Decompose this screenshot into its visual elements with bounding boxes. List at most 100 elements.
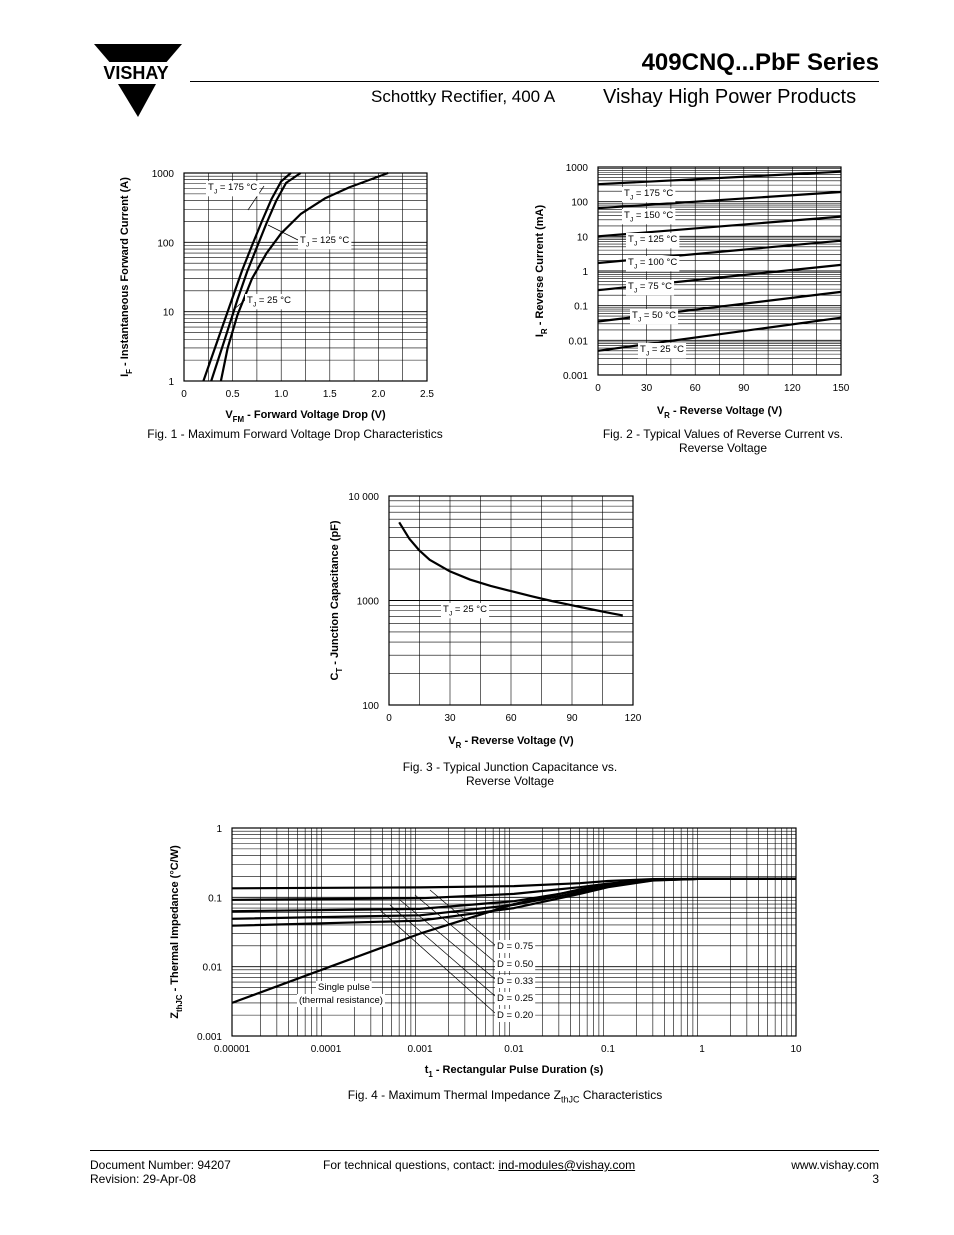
annotation-bg bbox=[626, 233, 680, 249]
x-axis-label: VR - Reverse Voltage (V) bbox=[657, 405, 783, 420]
annotation-label: TJ = 25 °C bbox=[247, 295, 291, 308]
y-tick-label: 0.1 bbox=[208, 893, 222, 904]
figure-2-caption: Fig. 2 - Typical Values of Reverse Curre… bbox=[602, 427, 844, 455]
page-number: 3 bbox=[872, 1172, 879, 1186]
series-line-6 bbox=[231, 877, 796, 1004]
y-tick-label: 0.1 bbox=[574, 302, 588, 313]
annotation-bg bbox=[495, 958, 536, 971]
y-tick-label: 1000 bbox=[357, 597, 380, 608]
footer-site: www.vishay.com 3 bbox=[700, 1158, 879, 1186]
annotation-leader bbox=[414, 894, 496, 963]
x-tick-label: 60 bbox=[505, 713, 517, 724]
annotation-label: TJ = 100 °C bbox=[628, 257, 677, 270]
annotation-bg bbox=[626, 280, 675, 296]
annotation-label: TJ = 175 °C bbox=[624, 188, 673, 201]
chart-1: 0 0.5 1.0 1.5 2.0 2.5 1 10 100 1000 VFM - Forward … bbox=[119, 169, 434, 424]
annotation-label: D = 0.50 bbox=[497, 959, 533, 970]
y-tick-label: 10 bbox=[163, 308, 175, 319]
y-axis-label: IR - Reverse Current (mA) bbox=[534, 205, 549, 338]
annotation-label: D = 0.20 bbox=[497, 1010, 533, 1021]
x-tick-label: 120 bbox=[784, 383, 801, 394]
x-tick-label: 0.0001 bbox=[311, 1044, 342, 1055]
figure-4-caption-subscript: thJC bbox=[560, 1094, 580, 1105]
y-tick-label: 100 bbox=[157, 238, 174, 249]
footer-rule bbox=[90, 1150, 879, 1151]
website: www.vishay.com bbox=[791, 1158, 879, 1172]
annotation-bg bbox=[298, 234, 352, 250]
y-tick-label: 1 bbox=[168, 377, 174, 388]
annotation-bg bbox=[630, 309, 679, 325]
y-tick-label: 1000 bbox=[152, 169, 175, 180]
x-tick-label: 10 bbox=[790, 1044, 802, 1055]
x-tick-label: 2.5 bbox=[420, 389, 434, 400]
annotation-label: TJ = 75 °C bbox=[628, 281, 672, 294]
x-tick-label: 1.5 bbox=[323, 389, 337, 400]
revision: Revision: 29-Apr-08 bbox=[90, 1172, 197, 1186]
annotation-label: TJ = 150 °C bbox=[624, 210, 673, 223]
annotation-bg bbox=[441, 603, 490, 619]
y-tick-label: 0.001 bbox=[563, 371, 588, 382]
x-axis-label: VFM - Forward Voltage Drop (V) bbox=[225, 409, 386, 424]
annotation-bg bbox=[622, 209, 676, 225]
annotation-leader bbox=[247, 185, 265, 211]
x-tick-label: 0 bbox=[386, 713, 392, 724]
annotation-label: TJ = 25 °C bbox=[443, 604, 487, 617]
x-tick-label: 0 bbox=[181, 389, 187, 400]
figure-4-caption-suffix: Characteristics bbox=[579, 1088, 663, 1102]
series-line-1 bbox=[398, 521, 623, 617]
annotation-label: Single pulse bbox=[318, 982, 370, 993]
x-axis-label: t1 - Rectangular Pulse Duration (s) bbox=[425, 1064, 604, 1079]
x-tick-label: 0.001 bbox=[407, 1044, 432, 1055]
series-line-2 bbox=[597, 190, 842, 210]
chart-4: 0.00001 0.0001 0.001 0.01 0.1 1 10 0.001 0.01 0.1… bbox=[169, 824, 802, 1079]
annotation-label: TJ = 50 °C bbox=[632, 310, 676, 323]
y-axis-label: IF - Instantaneous Forward Current (A) bbox=[119, 177, 134, 377]
annotation-bg bbox=[495, 975, 536, 988]
contact-prefix: For technical questions, contact: bbox=[323, 1158, 499, 1172]
figure-4-caption: Fig. 4 - Maximum Thermal Impedance ZthJC… bbox=[310, 1088, 700, 1104]
y-tick-label: 10 bbox=[577, 232, 589, 243]
series-line-2 bbox=[210, 172, 302, 382]
annotation-leader bbox=[267, 224, 299, 241]
y-tick-label: 100 bbox=[571, 198, 588, 209]
plot-frame bbox=[597, 166, 842, 376]
y-tick-label: 100 bbox=[362, 701, 379, 712]
annotation-label: TJ = 125 °C bbox=[628, 234, 677, 247]
x-tick-label: 1 bbox=[699, 1044, 705, 1055]
x-tick-label: 0.01 bbox=[504, 1044, 524, 1055]
x-tick-label: 30 bbox=[444, 713, 456, 724]
annotation-bg bbox=[495, 940, 536, 953]
footer-contact: For technical questions, contact: ind-mo… bbox=[323, 1158, 635, 1172]
annotation-leader bbox=[379, 909, 496, 1014]
figure-1-caption: Fig. 1 - Maximum Forward Voltage Drop Ch… bbox=[147, 427, 443, 441]
annotation-label: D = 0.25 bbox=[497, 993, 533, 1004]
annotation-bg bbox=[638, 343, 687, 359]
x-axis-label: VR - Reverse Voltage (V) bbox=[448, 735, 574, 750]
x-tick-label: 0.00001 bbox=[214, 1044, 251, 1055]
annotation-label: TJ = 125 °C bbox=[300, 235, 349, 248]
figure-4-caption-prefix: Fig. 4 - Maximum Thermal Impedance Z bbox=[347, 1088, 561, 1102]
page-title: 409CNQ...PbF Series bbox=[641, 49, 879, 76]
annotation-bg bbox=[622, 187, 676, 203]
annotation-leader bbox=[429, 889, 496, 946]
annotation-bg bbox=[495, 992, 536, 1005]
vishay-logo-text: VISHAY bbox=[103, 63, 168, 83]
y-tick-label: 10 000 bbox=[348, 492, 379, 503]
x-tick-label: 0.1 bbox=[601, 1044, 615, 1055]
x-tick-label: 60 bbox=[690, 383, 702, 394]
y-axis-label: CT - Junction Capacitance (pF) bbox=[329, 520, 344, 680]
page-subtitle: Schottky Rectifier, 400 A bbox=[371, 87, 556, 106]
vishay-logo: VISHAY bbox=[88, 44, 184, 117]
brand-name: Vishay High Power Products bbox=[603, 86, 857, 108]
annotation-bg bbox=[245, 294, 294, 310]
series-line-1 bbox=[597, 170, 842, 186]
annotation-leader bbox=[232, 299, 246, 311]
annotation-label: TJ = 25 °C bbox=[640, 344, 684, 357]
series-line-1 bbox=[202, 172, 292, 382]
contact-email-link[interactable]: ind-modules@vishay.com bbox=[498, 1158, 636, 1172]
chart-3: 0 30 60 90 120 100 1000 10 000 VR - Reverse Volt… bbox=[329, 492, 642, 750]
y-tick-label: 1 bbox=[216, 824, 222, 835]
x-tick-label: 2.0 bbox=[371, 389, 385, 400]
footer-document-info: Document Number: 94207 Revision: 29-Apr-… bbox=[90, 1158, 231, 1186]
